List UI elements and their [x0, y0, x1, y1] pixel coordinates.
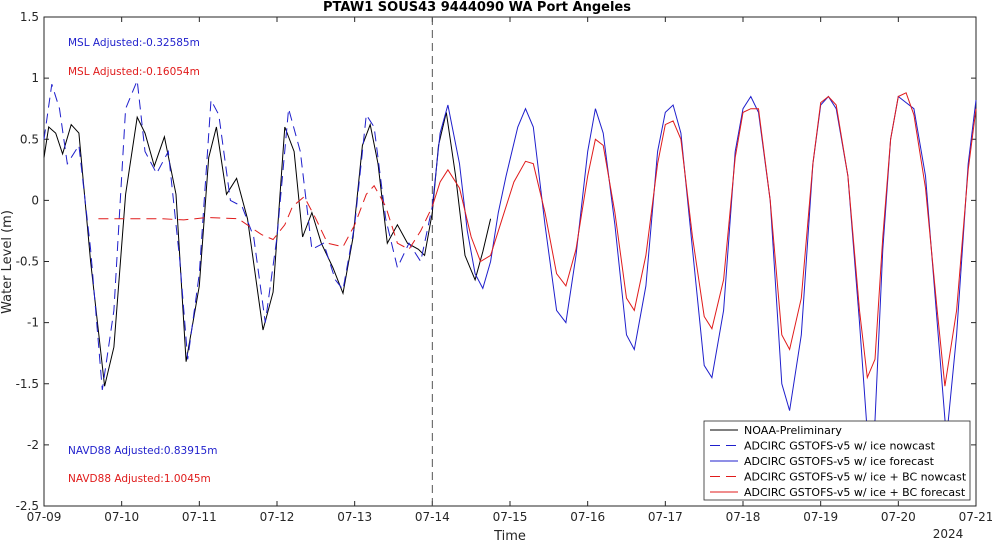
y-axis-label: Water Level (m): [0, 210, 15, 314]
x-tick-label: 07-13: [337, 510, 372, 524]
x-tick-label: 07-20: [881, 510, 916, 524]
legend-label-1: ADCIRC GSTOFS-v5 w/ ice nowcast: [744, 440, 936, 453]
y-tick-label: -2.5: [16, 499, 39, 513]
x-axis-label: Time: [493, 529, 526, 541]
x-tick-label: 07-18: [726, 510, 761, 524]
annotation-navd88-nowcast: NAVD88 Adjusted:0.83915m: [68, 445, 217, 457]
annotation-msl-nowcast: MSL Adjusted:-0.32585m: [68, 37, 200, 49]
series-line-4: [431, 92, 977, 387]
x-tick-label: 07-12: [260, 510, 295, 524]
y-tick-label: 1.5: [20, 10, 39, 24]
legend-label-0: NOAA-Preliminary: [744, 424, 842, 437]
legend-label-4: ADCIRC GSTOFS-v5 w/ ice + BC forecast: [744, 486, 966, 499]
annotation-navd88-bc: NAVD88 Adjusted:1.0045m: [68, 473, 211, 485]
x-tick-label: 07-10: [104, 510, 139, 524]
x-tick-label: 07-11: [182, 510, 217, 524]
x-axis-year-label: 2024: [933, 527, 964, 541]
x-tick-label: 07-15: [493, 510, 528, 524]
series-line-2: [431, 95, 977, 439]
series-line-3: [98, 184, 433, 250]
legend: NOAA-Preliminary ADCIRC GSTOFS-v5 w/ ice …: [703, 420, 971, 501]
series-line-0: [43, 112, 492, 387]
series-line-1: [43, 80, 433, 390]
y-tick-label: -1.5: [16, 377, 39, 391]
annotation-msl-bc: MSL Adjusted:-0.16054m: [68, 66, 200, 78]
y-tick-label: -1: [27, 316, 39, 330]
chart-title: PTAW1 SOUS43 9444090 WA Port Angeles: [323, 0, 631, 15]
y-tick-label: 1: [31, 71, 39, 85]
x-tick-label: 07-16: [570, 510, 605, 524]
x-tick-label: 07-19: [803, 510, 838, 524]
y-tick-label: 0: [31, 193, 39, 207]
legend-box: [703, 420, 971, 501]
annotations: MSL Adjusted:-0.32585m MSL Adjusted:-0.1…: [68, 37, 217, 485]
series-layer: [43, 80, 977, 439]
x-tick-label: 07-09: [27, 510, 62, 524]
legend-label-2: ADCIRC GSTOFS-v5 w/ ice forecast: [744, 455, 935, 468]
x-axis: 07-09 07-10 07-11 07-12 07-13 07-14 07-15 07-16…: [27, 17, 992, 524]
x-tick-label: 07-17: [648, 510, 683, 524]
y-tick-label: -0.5: [16, 255, 39, 269]
y-tick-label: 0.5: [20, 132, 39, 146]
y-tick-label: -2: [27, 438, 39, 452]
legend-label-3: ADCIRC GSTOFS-v5 w/ ice + BC nowcast: [744, 471, 967, 484]
x-tick-label: 07-21: [959, 510, 992, 524]
x-tick-label: 07-14: [415, 510, 450, 524]
